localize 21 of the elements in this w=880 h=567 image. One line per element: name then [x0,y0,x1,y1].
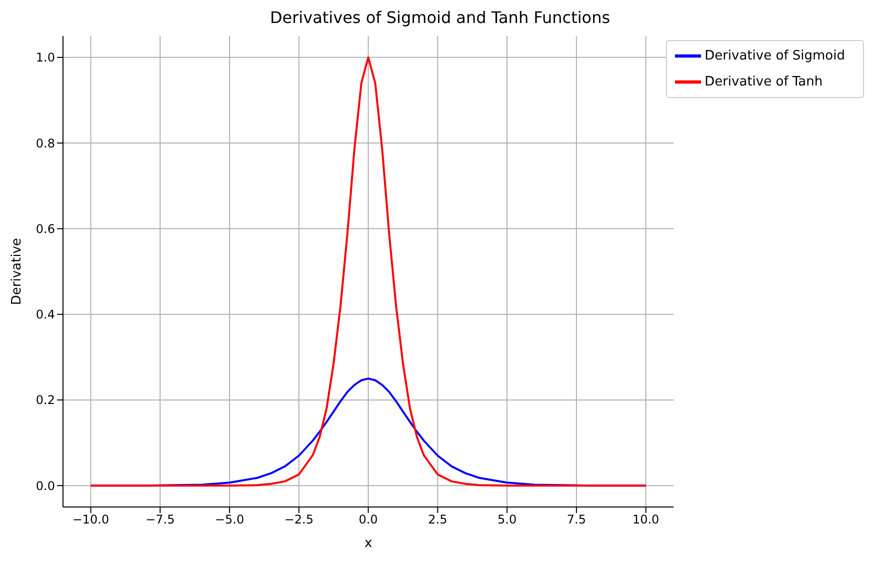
x-tick-label: −2.5 [284,512,314,527]
line-series [90,56,647,487]
legend-label: Derivative of Tanh [704,74,823,90]
y-tick-label: 0.4 [36,308,55,322]
x-tick-label: 10.0 [632,512,660,527]
y-tick-label: 1.0 [36,50,55,65]
x-tick-label: 0.0 [358,512,378,527]
y-axis-title: Derivative [10,238,25,306]
y-tick-label: 0.2 [36,393,55,408]
x-tick-label: 5.0 [498,512,517,527]
y-tick-label: 0.8 [36,136,55,150]
y-tick-label: 0.6 [36,222,55,236]
x-tick-label: 7.5 [566,512,586,527]
x-tick-label: 2.5 [428,512,448,527]
legend-label: Derivative of Sigmoid [704,48,845,64]
chart-title: Derivatives of Sigmoid and Tanh Functions [268,8,612,29]
x-tick-label: −5.0 [214,512,244,527]
x-tick-label: −7.5 [146,512,175,527]
y-tick-label: 0.0 [36,478,55,493]
x-axis-title: x [364,536,372,551]
x-tick-label: −10.0 [72,512,110,527]
